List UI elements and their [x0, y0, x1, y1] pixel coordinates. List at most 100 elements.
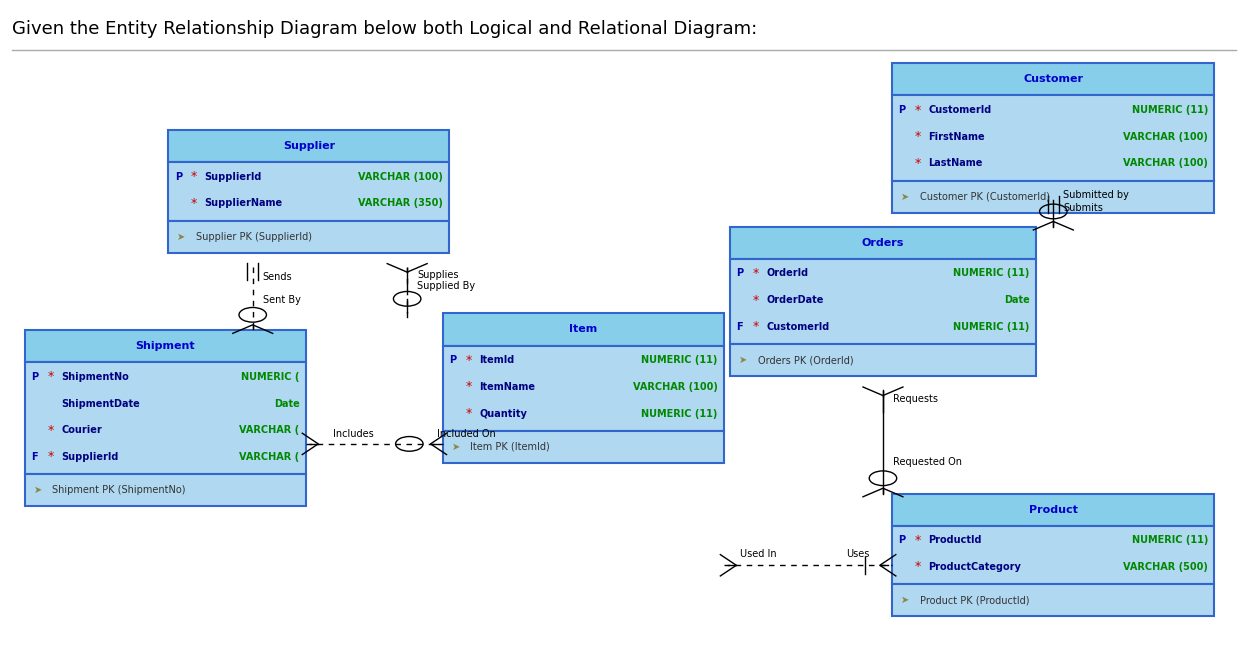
Text: NUMERIC (11): NUMERIC (11): [1132, 536, 1208, 545]
Text: *: *: [915, 130, 921, 143]
Text: Item: Item: [569, 325, 598, 334]
Text: Orders: Orders: [862, 238, 904, 247]
Text: Requested On: Requested On: [894, 457, 962, 467]
FancyBboxPatch shape: [730, 259, 1036, 344]
Text: VARCHAR (: VARCHAR (: [240, 426, 300, 435]
Text: ➤: ➤: [901, 596, 910, 605]
Text: Date: Date: [1003, 295, 1030, 305]
Text: VARCHAR (: VARCHAR (: [240, 452, 300, 462]
Text: Quantity: Quantity: [479, 409, 527, 418]
FancyBboxPatch shape: [168, 130, 449, 162]
Text: NUMERIC (11): NUMERIC (11): [953, 269, 1030, 278]
Text: FirstName: FirstName: [929, 132, 985, 141]
Text: *: *: [915, 560, 921, 574]
Text: Product: Product: [1028, 505, 1078, 514]
Text: P: P: [31, 372, 39, 382]
Text: Supplied By: Supplied By: [417, 281, 475, 291]
Text: Sends: Sends: [262, 272, 292, 282]
Text: Customer: Customer: [1023, 75, 1083, 84]
Text: VARCHAR (500): VARCHAR (500): [1123, 562, 1208, 572]
Text: OrderDate: OrderDate: [766, 295, 824, 305]
Text: P: P: [899, 105, 906, 115]
FancyBboxPatch shape: [730, 227, 1036, 259]
Text: VARCHAR (350): VARCHAR (350): [358, 199, 443, 208]
Text: *: *: [915, 157, 921, 170]
Text: ProductId: ProductId: [929, 536, 982, 545]
Text: VARCHAR (100): VARCHAR (100): [1123, 132, 1208, 141]
Text: SupplierId: SupplierId: [61, 452, 119, 462]
FancyBboxPatch shape: [892, 494, 1214, 526]
FancyBboxPatch shape: [892, 526, 1214, 584]
Text: Submits: Submits: [1063, 203, 1103, 213]
Text: ProductCategory: ProductCategory: [929, 562, 1021, 572]
Text: *: *: [915, 103, 921, 117]
Text: ➤: ➤: [452, 442, 461, 452]
Text: OrderId: OrderId: [766, 269, 809, 278]
Text: *: *: [47, 424, 54, 437]
FancyBboxPatch shape: [168, 221, 449, 253]
Text: LastName: LastName: [929, 159, 983, 168]
Text: Includes: Includes: [333, 429, 374, 439]
Text: ➤: ➤: [177, 232, 186, 241]
FancyBboxPatch shape: [168, 162, 449, 221]
Text: *: *: [191, 197, 197, 210]
Text: *: *: [47, 370, 54, 384]
FancyBboxPatch shape: [25, 474, 306, 506]
Text: *: *: [753, 293, 759, 307]
FancyBboxPatch shape: [892, 181, 1214, 213]
Text: ➤: ➤: [901, 192, 910, 201]
FancyBboxPatch shape: [892, 584, 1214, 616]
Text: Sent By: Sent By: [262, 295, 301, 305]
FancyBboxPatch shape: [443, 346, 724, 431]
Text: Uses: Uses: [846, 549, 870, 559]
Text: NUMERIC (11): NUMERIC (11): [641, 409, 718, 418]
Text: ➤: ➤: [34, 486, 42, 495]
Text: ShipmentNo: ShipmentNo: [61, 372, 129, 382]
Text: Shipment: Shipment: [136, 342, 195, 351]
Text: Used In: Used In: [740, 549, 776, 559]
Text: P: P: [449, 356, 457, 365]
Text: Item PK (ItemId): Item PK (ItemId): [470, 442, 550, 452]
Text: P: P: [899, 536, 906, 545]
Text: Supplies: Supplies: [417, 270, 459, 280]
FancyBboxPatch shape: [443, 313, 724, 346]
Text: Supplier PK (SupplierId): Supplier PK (SupplierId): [196, 232, 312, 241]
Text: Product PK (ProductId): Product PK (ProductId): [920, 596, 1030, 605]
Text: Date: Date: [273, 399, 300, 408]
Text: Shipment PK (ShipmentNo): Shipment PK (ShipmentNo): [52, 486, 186, 495]
FancyBboxPatch shape: [25, 330, 306, 362]
Text: *: *: [466, 407, 472, 420]
FancyBboxPatch shape: [892, 95, 1214, 181]
Text: *: *: [191, 170, 197, 183]
Text: Supplier: Supplier: [283, 141, 334, 151]
Text: Included On: Included On: [437, 429, 495, 439]
Text: Submitted by: Submitted by: [1063, 190, 1129, 200]
Text: Orders PK (OrderId): Orders PK (OrderId): [758, 356, 854, 365]
Text: *: *: [466, 354, 472, 367]
Text: ItemId: ItemId: [479, 356, 514, 365]
Text: P: P: [175, 172, 182, 181]
Text: F: F: [736, 322, 743, 331]
Text: NUMERIC (: NUMERIC (: [241, 372, 300, 382]
Text: SupplierName: SupplierName: [205, 199, 283, 208]
Text: *: *: [753, 267, 759, 280]
Text: P: P: [736, 269, 744, 278]
Text: Courier: Courier: [61, 426, 102, 435]
Text: ItemName: ItemName: [479, 382, 535, 392]
Text: *: *: [47, 450, 54, 464]
Text: ShipmentDate: ShipmentDate: [61, 399, 140, 408]
Text: Requests: Requests: [894, 394, 938, 404]
Text: Customer PK (CustomerId): Customer PK (CustomerId): [920, 192, 1050, 201]
Text: CustomerId: CustomerId: [766, 322, 830, 331]
Text: VARCHAR (100): VARCHAR (100): [358, 172, 443, 181]
Text: Given the Entity Relationship Diagram below both Logical and Relational Diagram:: Given the Entity Relationship Diagram be…: [12, 20, 758, 38]
Text: NUMERIC (11): NUMERIC (11): [953, 322, 1030, 331]
FancyBboxPatch shape: [892, 63, 1214, 95]
Text: ➤: ➤: [739, 356, 748, 365]
Text: NUMERIC (11): NUMERIC (11): [641, 356, 718, 365]
FancyBboxPatch shape: [25, 362, 306, 474]
Text: F: F: [31, 452, 37, 462]
Text: *: *: [753, 320, 759, 334]
FancyBboxPatch shape: [443, 431, 724, 463]
FancyBboxPatch shape: [730, 344, 1036, 376]
